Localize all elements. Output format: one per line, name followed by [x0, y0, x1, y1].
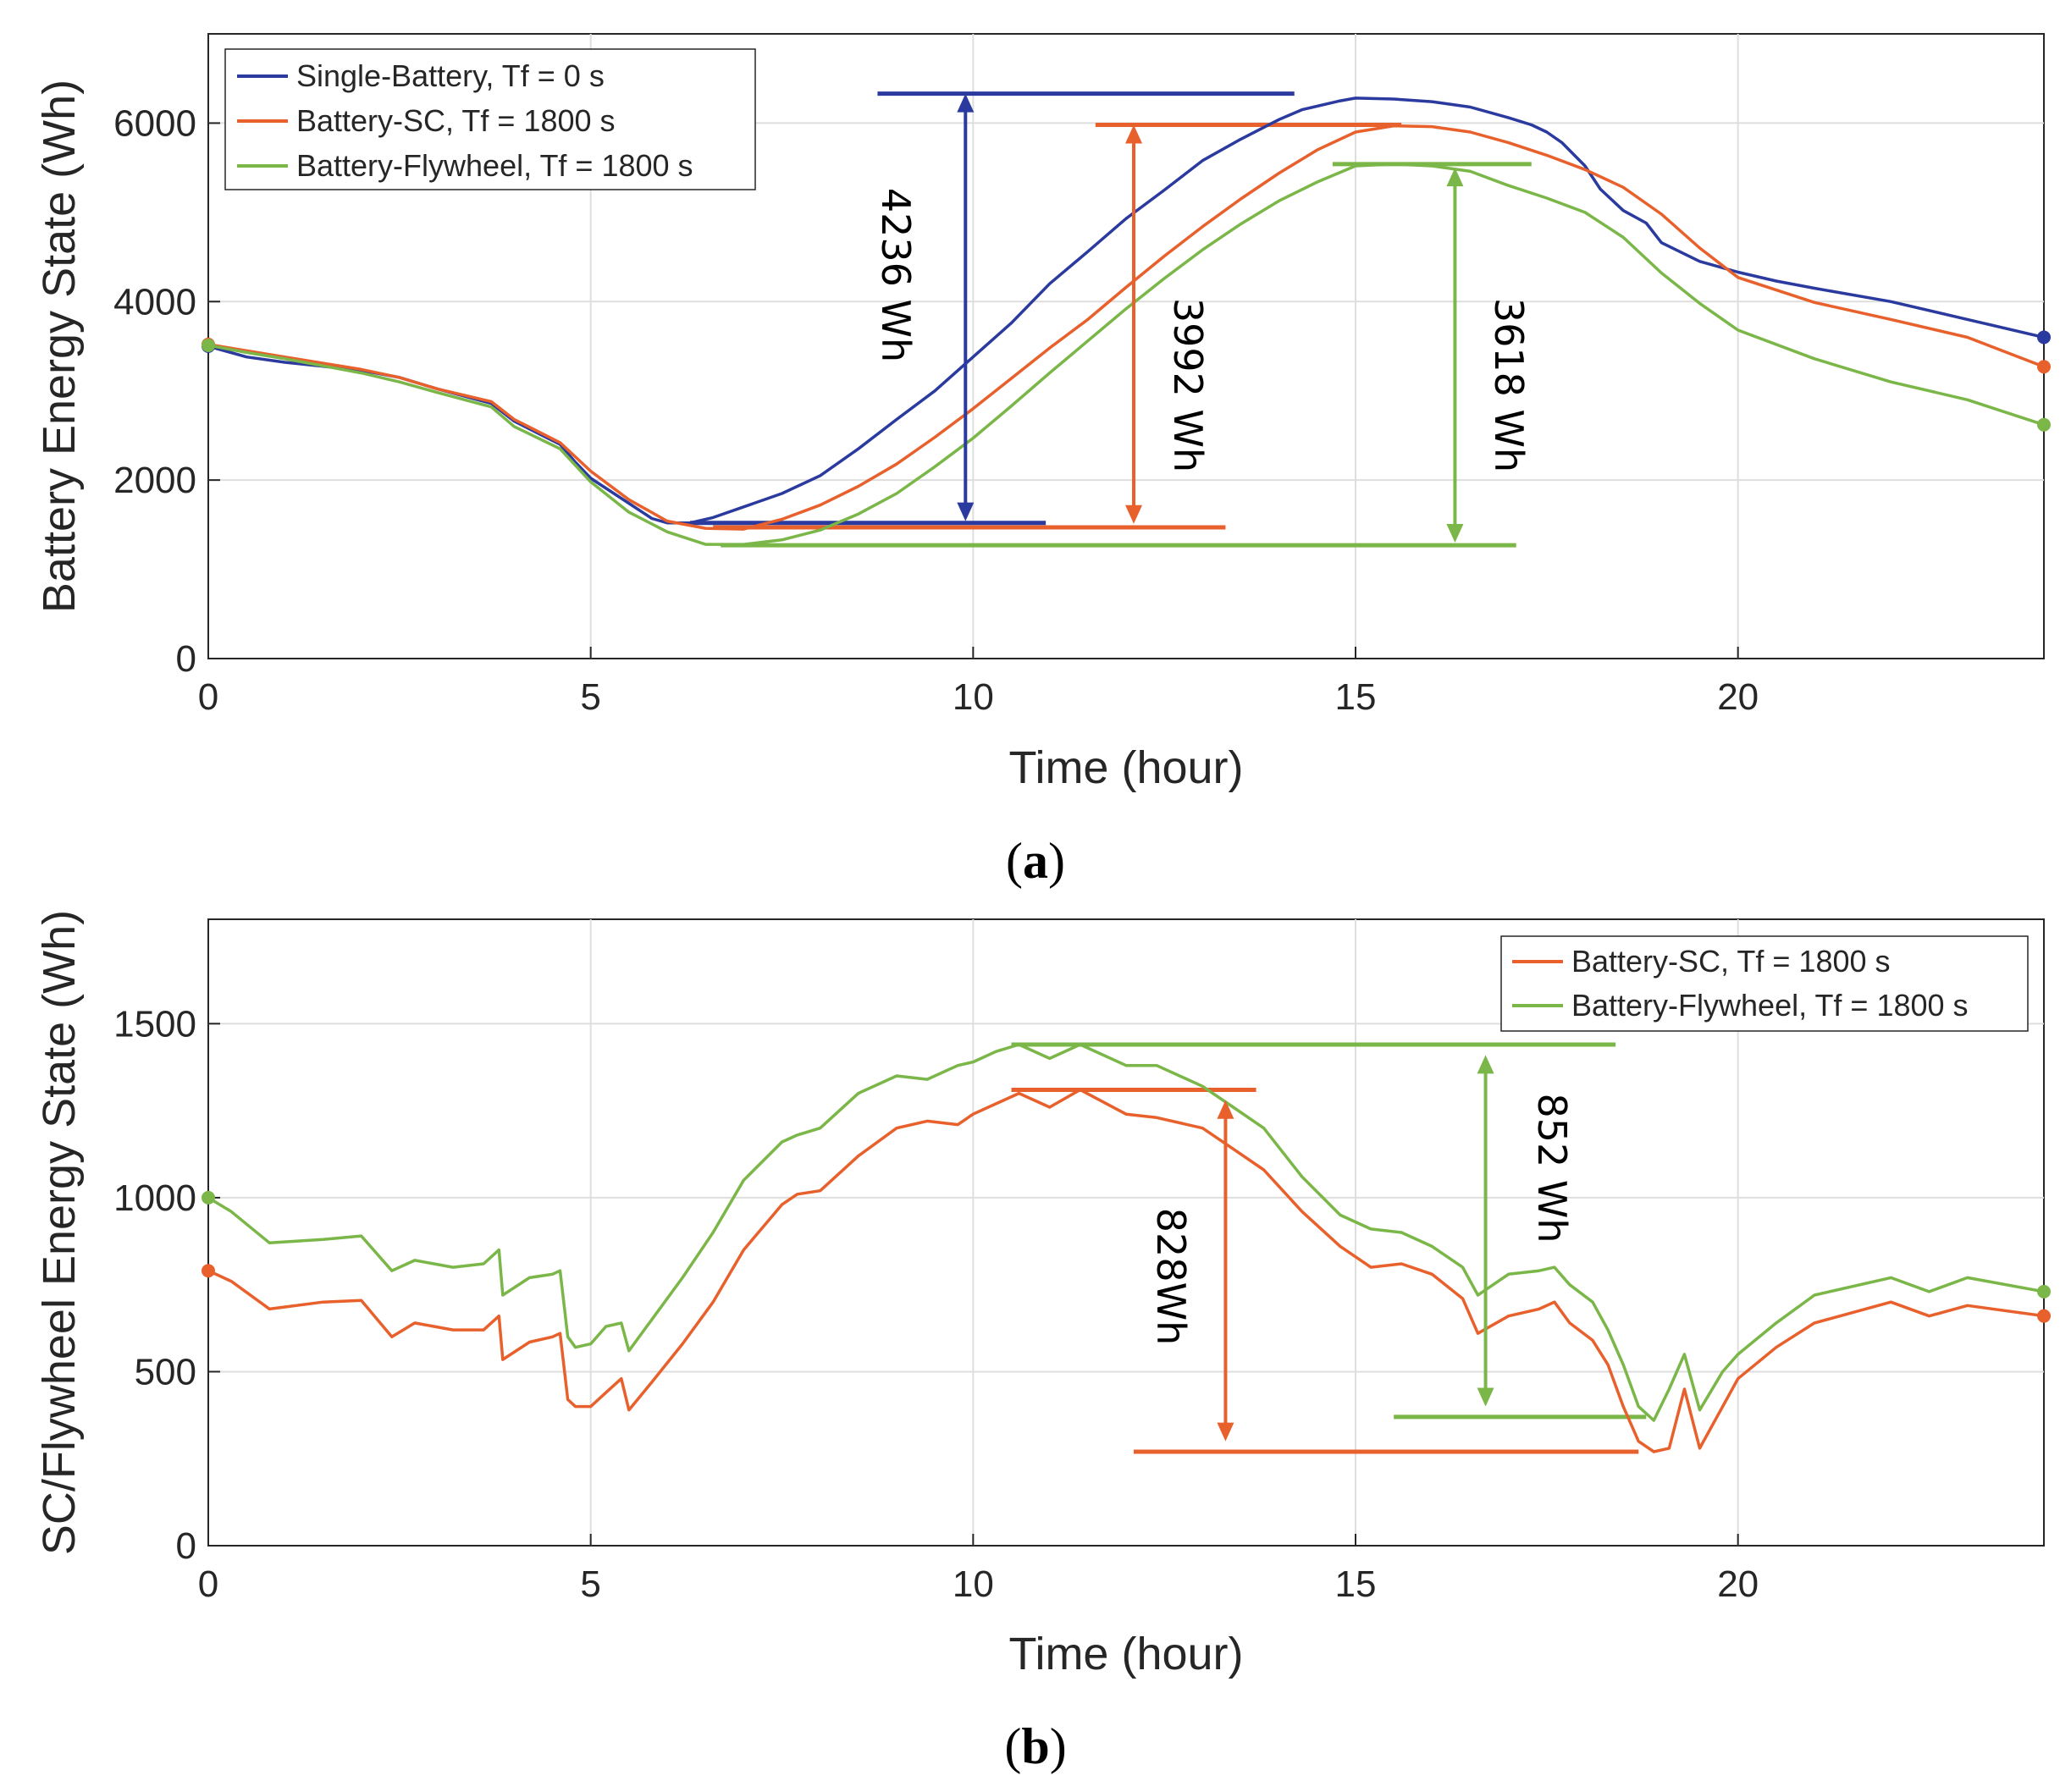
series-end-marker [2037, 417, 2051, 432]
annotation-arrows-a [957, 93, 1464, 543]
annotation-label-3992: 3992 Wh [1165, 298, 1211, 472]
annotation-arrow-head [1217, 1422, 1234, 1442]
series-lines-b [202, 1043, 2051, 1453]
annotation-arrow-head [957, 93, 975, 113]
caption-a-open: ( [1006, 833, 1023, 889]
series-lines-a [202, 96, 2051, 546]
annotation-arrow-head [1446, 523, 1464, 543]
annotation-arrow-head [1477, 1387, 1494, 1407]
legend-label-battery-flywheel: Battery-Flywheel, Tf = 1800 s [296, 148, 693, 183]
annotation-arrow-head [1125, 505, 1143, 524]
annotation-arrow-head [1477, 1055, 1494, 1074]
series-line-0 [207, 1088, 2045, 1453]
annotation-lines-b [1011, 1042, 1647, 1454]
y-tick-label: 0 [176, 1525, 196, 1567]
x-tick-label: 10 [953, 1563, 994, 1605]
x-axis-label-a: Time (hour) [1008, 742, 1243, 793]
series-end-marker [2037, 1284, 2051, 1299]
caption-b-close: ) [1050, 1718, 1067, 1774]
x-tick-label: 0 [198, 676, 218, 718]
y-tick-label: 4000 [113, 281, 196, 323]
caption-a: (a) [1006, 833, 1065, 889]
y-axis-label-a: Battery Energy State (Wh) [34, 80, 85, 613]
x-tick-label: 5 [580, 1563, 600, 1605]
annotation-label-828: 828Wh [1148, 1208, 1194, 1345]
series-start-marker [202, 1190, 215, 1205]
y-tick-label: 2000 [113, 460, 196, 501]
series-line-1 [207, 124, 2045, 531]
legend-b: Battery-SC, Tf = 1800 s Battery-Flywheel… [1500, 935, 2029, 1032]
legend-label-battery-flywheel-b: Battery-Flywheel, Tf = 1800 s [1571, 988, 1969, 1023]
legend-label-battery-sc-b: Battery-SC, Tf = 1800 s [1571, 944, 1891, 979]
annotation-arrow-head [1217, 1100, 1234, 1119]
series-start-marker [202, 338, 215, 352]
grid-b [208, 919, 2044, 1546]
x-tick-label: 10 [953, 676, 994, 718]
annotation-arrow-head [1125, 124, 1143, 144]
y-tick-label: 500 [135, 1351, 196, 1392]
annotation-arrow-head [957, 502, 975, 521]
x-tick-label: 5 [580, 676, 600, 718]
series-end-marker [2037, 1309, 2051, 1323]
series-start-marker [202, 1264, 215, 1278]
x-tick-label: 15 [1335, 1563, 1377, 1605]
series-end-marker [2037, 360, 2051, 374]
legend-box-a [224, 48, 756, 190]
series-line-1 [207, 1043, 2045, 1422]
panel-a: 0 5 10 15 20 0 2000 4000 6000 4236 Wh 3992 Wh 36… [34, 33, 2051, 889]
y-axis-label-b: SC/Flywheel Energy State (Wh) [34, 910, 85, 1555]
x-axis-label-b: Time (hour) [1008, 1629, 1243, 1679]
x-tick-label: 20 [1717, 1563, 1759, 1605]
caption-a-letter: a [1023, 833, 1048, 889]
y-tick-label: 1000 [113, 1177, 196, 1219]
legend-a: Single-Battery, Tf = 0 s Battery-SC, Tf … [224, 48, 756, 190]
caption-b-letter: b [1021, 1718, 1049, 1774]
caption-b-open: ( [1004, 1718, 1021, 1774]
series-end-marker [2037, 330, 2051, 345]
panel-b: 0 5 10 15 20 0 500 1000 1500 828Wh 852 Wh Batter… [34, 910, 2051, 1774]
annotation-lines-a [690, 91, 1532, 548]
y-tick-label: 1500 [113, 1003, 196, 1045]
y-tick-label: 6000 [113, 102, 196, 144]
annotation-label-852: 852 Wh [1529, 1093, 1575, 1243]
ticks-a: 0 5 10 15 20 0 2000 4000 6000 [113, 102, 1759, 718]
ticks-b: 0 5 10 15 20 0 500 1000 1500 [113, 1003, 1759, 1605]
caption-a-close: ) [1048, 833, 1065, 889]
legend-box-b [1500, 935, 2029, 1032]
annotation-arrow-head [1446, 168, 1464, 187]
caption-b: (b) [1004, 1718, 1066, 1774]
series-line-0 [207, 96, 2045, 525]
x-tick-label: 0 [198, 1563, 218, 1605]
annotation-arrows-b [1217, 1055, 1494, 1442]
legend-label-battery-sc: Battery-SC, Tf = 1800 s [296, 103, 616, 138]
x-tick-label: 15 [1335, 676, 1377, 718]
y-tick-label: 0 [176, 638, 196, 680]
x-tick-label: 20 [1717, 676, 1759, 718]
legend-label-single-battery: Single-Battery, Tf = 0 s [296, 58, 605, 93]
annotation-label-3618: 3618 Wh [1486, 298, 1532, 472]
annotation-label-4236: 4236 Wh [873, 188, 919, 362]
series-line-2 [207, 163, 2045, 546]
